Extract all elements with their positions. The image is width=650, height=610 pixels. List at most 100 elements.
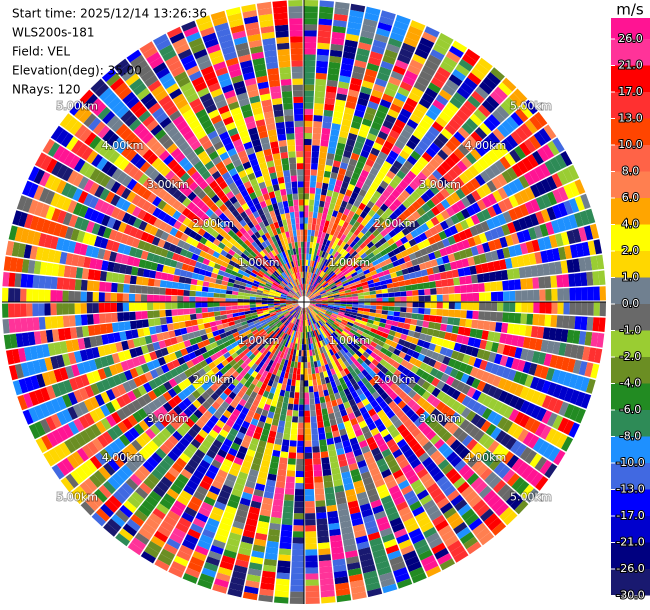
radar-cell (310, 355, 314, 362)
radar-cell (174, 71, 188, 83)
radar-cell (325, 337, 331, 344)
radar-cell (279, 299, 286, 302)
radar-cell (358, 326, 365, 332)
radar-cell (212, 424, 222, 434)
radar-cell (272, 317, 279, 322)
radar-cell (61, 457, 75, 473)
radar-cell (419, 494, 433, 506)
radar-cell (210, 135, 221, 146)
radar-cell (195, 512, 209, 523)
radar-cell (245, 283, 253, 288)
radar-cell (304, 36, 317, 43)
radar-cell (460, 486, 474, 499)
radar-cell (181, 539, 196, 551)
radar-cell (204, 160, 215, 171)
radar-cell (450, 350, 460, 360)
radar-cell (286, 276, 291, 283)
radar-cell (175, 261, 184, 270)
radar-cell (171, 359, 181, 368)
radar-cell (241, 242, 249, 250)
radar-cell (295, 223, 300, 230)
radar-cell (208, 49, 223, 60)
radar-cell (208, 316, 216, 323)
radar-cell (238, 351, 246, 359)
radar-cell (343, 538, 356, 547)
radar-cell (252, 210, 260, 219)
radar-cell (318, 12, 333, 20)
radar-cell (253, 331, 260, 338)
radar-cell (167, 185, 178, 196)
radar-cell (382, 119, 394, 130)
radar-cell (63, 151, 76, 167)
radar-cell (210, 88, 223, 98)
radar-cell (274, 279, 281, 285)
radar-cell (548, 327, 557, 341)
radar-cell (342, 317, 350, 322)
radar-cell (311, 267, 315, 274)
radar-cell (322, 182, 329, 190)
radar-cell (344, 344, 351, 352)
radar-cell (195, 285, 203, 292)
radar-cell (278, 54, 291, 62)
radar-cell (304, 60, 316, 67)
radar-cell (358, 155, 368, 164)
radar-cell (299, 398, 304, 405)
radar-cell (185, 567, 201, 579)
radar-cell (300, 229, 304, 236)
radar-cell (447, 341, 456, 350)
radar-cell (281, 332, 286, 339)
radar-cell (202, 231, 211, 240)
radar-cell (281, 445, 289, 453)
radar-cell (259, 465, 269, 474)
radar-cell (434, 344, 442, 354)
radar-cell (154, 246, 163, 256)
radar-cell (419, 362, 428, 371)
radar-cell (315, 329, 319, 336)
radar-cell (295, 279, 299, 286)
radar-cell (572, 330, 581, 344)
radar-cell (250, 463, 261, 472)
radar-cell (353, 65, 366, 75)
radar-cell (255, 407, 263, 415)
radar-cell (253, 412, 261, 421)
radar-cell (316, 60, 328, 68)
radar-cell (8, 225, 18, 241)
radar-cell (399, 150, 410, 160)
radar-cell (347, 183, 355, 192)
radar-cell (339, 307, 346, 311)
radar-cell (217, 72, 230, 83)
radar-cell (212, 238, 221, 247)
radar-cell (243, 71, 256, 81)
radar-cell (299, 272, 302, 279)
radar-cell (546, 340, 555, 354)
radar-cell (345, 33, 360, 42)
radar-cell (409, 500, 422, 512)
radar-cell (286, 303, 293, 305)
radar-cell (237, 295, 244, 299)
radar-cell (414, 432, 426, 443)
radar-cell (263, 491, 274, 499)
radar-cell (333, 185, 341, 193)
radar-cell (162, 100, 175, 112)
radar-cell (85, 426, 97, 441)
radar-cell (320, 194, 326, 202)
radar-cell (313, 330, 317, 337)
radar-cell (410, 20, 426, 31)
radar-cell (469, 426, 480, 438)
radar-cell (258, 282, 266, 287)
radar-cell (180, 468, 193, 480)
radar-cell (159, 280, 167, 288)
radar-cell (346, 372, 354, 381)
radar-cell (367, 587, 383, 598)
radar-cell (94, 489, 108, 503)
radar-cell (412, 393, 422, 403)
radar-cell (248, 443, 258, 452)
radar-cell (332, 223, 338, 231)
radar-cell (279, 351, 285, 359)
radar-cell (286, 298, 293, 301)
radar-cell (262, 309, 269, 313)
radar-cell (172, 115, 185, 127)
radar-cell (238, 169, 247, 179)
radar-cell (552, 384, 563, 399)
radar-cell (132, 257, 141, 267)
